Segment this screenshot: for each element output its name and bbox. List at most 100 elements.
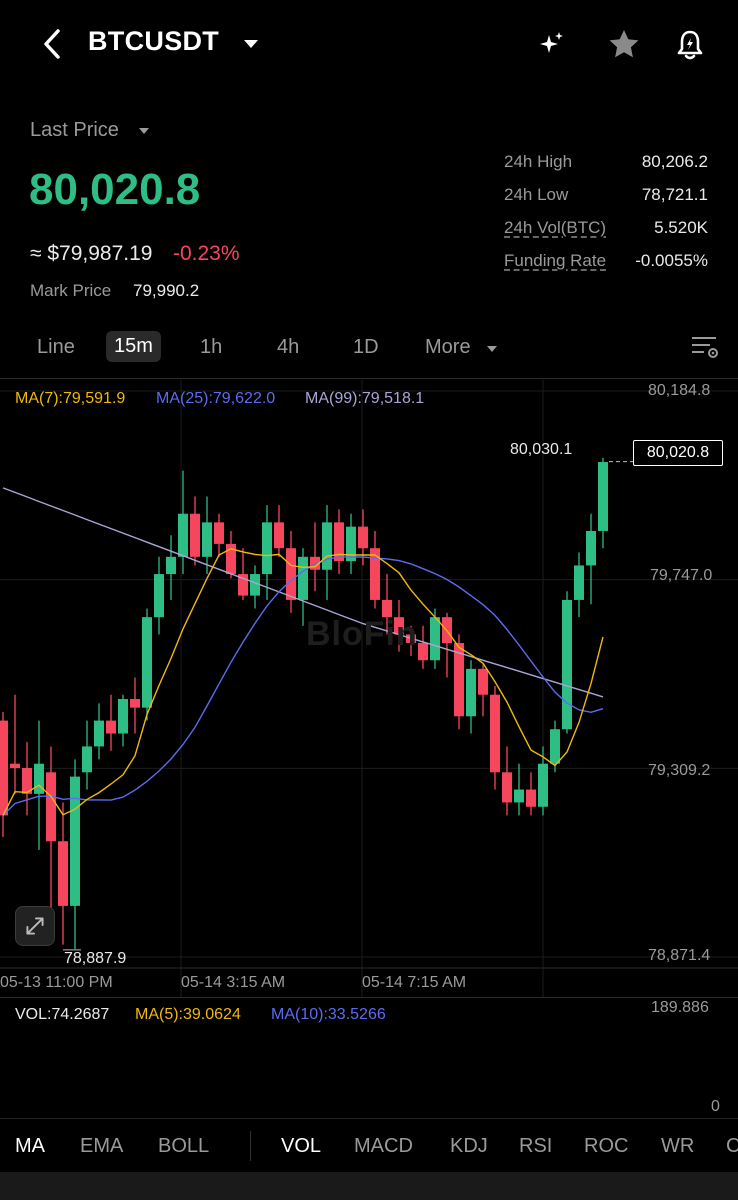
- candle-body: [466, 668, 476, 717]
- candle-body: [538, 763, 548, 807]
- indicator-roc[interactable]: ROC: [584, 1135, 629, 1157]
- chart-settings-icon[interactable]: [690, 334, 720, 360]
- indicator-separator: [250, 1131, 251, 1161]
- candle-body: [82, 746, 92, 773]
- symbol-title[interactable]: BTCUSDT: [88, 26, 220, 56]
- tab-1d[interactable]: 1D: [353, 336, 379, 358]
- bell-icon[interactable]: [675, 28, 705, 62]
- caret-down-icon[interactable]: [138, 127, 150, 135]
- candle-body: [94, 720, 104, 747]
- ma7-line: [2, 548, 604, 816]
- indicator-more[interactable]: C: [726, 1135, 738, 1157]
- candle-body: [310, 556, 320, 570]
- indicator-boll[interactable]: BOLL: [158, 1135, 210, 1157]
- sparkle-icon[interactable]: [538, 30, 566, 58]
- ma7-legend: MA(7):79,591.9: [15, 390, 126, 407]
- candle-body: [286, 548, 296, 600]
- stat-24h-vol-label[interactable]: 24h Vol(BTC): [504, 218, 607, 237]
- stat-funding-rate-value: -0.0055%: [635, 251, 708, 270]
- indicator-ema[interactable]: EMA: [80, 1135, 124, 1157]
- stat-24h-vol-value: 5.520K: [654, 218, 708, 237]
- tab-line[interactable]: Line: [37, 336, 75, 358]
- candle-body: [34, 763, 44, 794]
- candle-body: [250, 574, 260, 596]
- vol-tick-label: 0: [711, 1098, 720, 1115]
- stat-funding-rate-label[interactable]: Funding Rate: [504, 251, 607, 270]
- candle-body: [382, 599, 392, 618]
- vol-ma5-legend: MA(5):39.0624: [135, 1006, 241, 1023]
- candle-body: [274, 522, 284, 549]
- divider: [0, 997, 738, 998]
- candle-body: [334, 522, 344, 562]
- vol-tick-label: 189.886: [651, 999, 709, 1016]
- candle-body: [490, 694, 500, 773]
- candle-body: [0, 720, 8, 816]
- candle-body: [118, 699, 128, 734]
- x-tick-label: 05-14 7:15 AM: [362, 974, 467, 991]
- vol-legend: VOL:74.2687: [15, 1006, 110, 1023]
- ma99-legend: MA(99):79,518.1: [305, 390, 425, 407]
- candle-body: [562, 599, 572, 730]
- caret-down-icon[interactable]: [486, 345, 498, 353]
- last-price-value: 80,020.8: [29, 165, 201, 214]
- candle-body: [346, 526, 356, 562]
- candle-body: [130, 699, 140, 708]
- candle-body: [430, 617, 440, 661]
- candle-body: [322, 522, 332, 570]
- candle-body: [238, 574, 248, 596]
- tab-more[interactable]: More: [425, 336, 471, 358]
- back-icon[interactable]: [38, 26, 68, 62]
- candle-body: [214, 522, 224, 544]
- top-bar: BTCUSDT: [0, 0, 738, 90]
- tab-15m[interactable]: 15m: [106, 331, 161, 362]
- candle-body: [586, 530, 596, 566]
- tab-1h[interactable]: 1h: [200, 336, 223, 358]
- ma25-line: [2, 556, 604, 816]
- candle-body: [166, 556, 176, 575]
- x-tick-label: 05-13 11:00 PM: [0, 974, 113, 991]
- watermark-logo: BloFin: [306, 615, 418, 653]
- indicator-ma[interactable]: MA: [15, 1135, 45, 1157]
- candle-body: [358, 526, 368, 549]
- indicator-vol[interactable]: VOL: [281, 1135, 322, 1157]
- price-change: -0.23%: [173, 242, 240, 265]
- indicator-macd[interactable]: MACD: [354, 1135, 413, 1157]
- y-tick-label: 78,871.4: [648, 947, 711, 964]
- ma25-legend: MA(25):79,622.0: [156, 390, 276, 407]
- current-price-tag[interactable]: 80,020.8: [633, 440, 723, 466]
- candle-body: [598, 462, 608, 531]
- candle-body: [178, 513, 188, 557]
- y-tick-label: 79,309.2: [648, 762, 711, 779]
- candle-body: [370, 548, 380, 600]
- timeframe-bar: Line 15m 1h 4h 1D More: [0, 326, 738, 370]
- candle-body: [394, 617, 404, 635]
- expand-icon[interactable]: [15, 906, 55, 946]
- tab-4h[interactable]: 4h: [277, 336, 300, 358]
- candle-body: [514, 789, 524, 803]
- caret-down-icon[interactable]: [243, 38, 259, 50]
- stat-24h-high-value: 80,206.2: [641, 152, 708, 171]
- candle-body: [226, 543, 236, 575]
- vol-ma10-legend: MA(10):33.5266: [271, 1006, 386, 1023]
- candle-body: [106, 720, 116, 734]
- candle-body: [142, 617, 152, 708]
- candlestick-chart[interactable]: [0, 378, 738, 998]
- candle-body: [550, 729, 560, 764]
- candle-body: [526, 789, 536, 807]
- candle-body: [190, 513, 200, 557]
- candle-body: [46, 772, 56, 842]
- indicator-bar: MA EMA BOLL VOL MACD KDJ RSI ROC WR C: [0, 1118, 738, 1172]
- bottom-bar: [0, 1172, 738, 1200]
- indicator-kdj[interactable]: KDJ: [450, 1135, 488, 1157]
- candle-body: [58, 841, 68, 906]
- candle-body: [22, 767, 32, 794]
- indicator-wr[interactable]: WR: [661, 1135, 695, 1157]
- last-price-label[interactable]: Last Price: [30, 119, 119, 141]
- candle-body: [502, 772, 512, 803]
- indicator-rsi[interactable]: RSI: [519, 1135, 553, 1157]
- ma99-line: [2, 487, 604, 698]
- candle-body: [10, 763, 20, 768]
- stat-24h-low-label: 24h Low: [504, 185, 569, 204]
- low-marker-label: 78,887.9: [64, 950, 127, 967]
- star-icon[interactable]: [607, 27, 641, 61]
